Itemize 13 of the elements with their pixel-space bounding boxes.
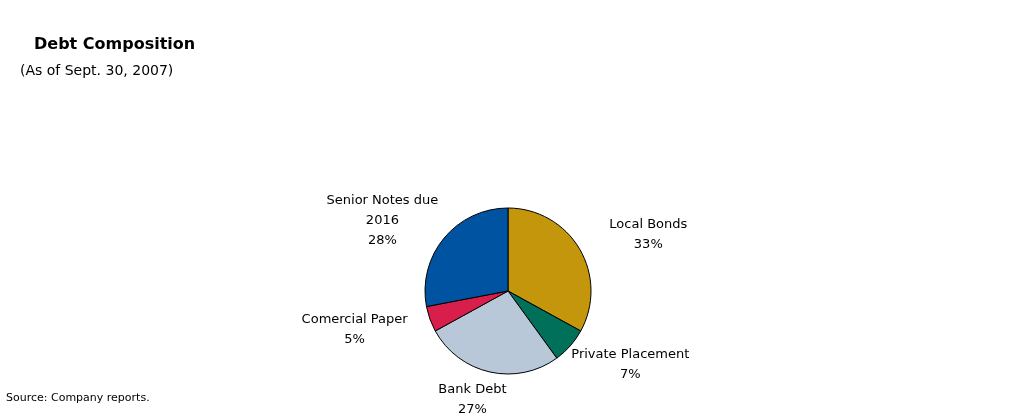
slice-label: Private Placement (571, 346, 690, 362)
data-label: 7% (619, 366, 641, 382)
text: (As of Sept. 30, 2007) (20, 62, 174, 78)
data-label: 33% (633, 236, 663, 252)
slice-label: Comercial Paper (301, 310, 409, 326)
data-label: 5% (344, 330, 365, 346)
data-label: 27% (457, 401, 487, 417)
slice-label: Bank Debt (438, 381, 507, 397)
slice-label: Senior Notes due 2016 (326, 192, 439, 228)
slice-label: Local Bonds (609, 216, 688, 232)
source-note: Source: Company reports. (6, 391, 150, 404)
data-label: 28% (367, 232, 397, 248)
text: Debt Composition (34, 34, 196, 53)
